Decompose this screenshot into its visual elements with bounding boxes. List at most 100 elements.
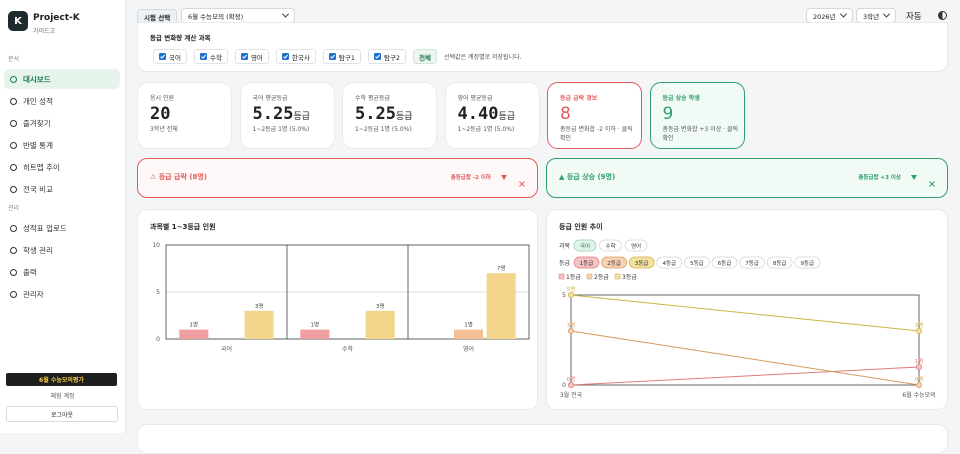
stat-card: 영어 평균등급 4.40등급 1~2등급 1명 (5.0%): [444, 82, 540, 149]
subject-checkbox[interactable]: 영어: [234, 49, 269, 64]
nav-label: 대시보드: [23, 74, 51, 84]
nav-item[interactable]: 즐겨찾기: [4, 113, 120, 133]
nav-item[interactable]: 전국 비교: [4, 179, 120, 199]
stat-value: 5.25등급: [355, 104, 413, 124]
y-tick-label: 0: [562, 382, 566, 389]
pill-bg: [599, 239, 622, 252]
x-tick-label: 영어: [463, 345, 474, 353]
legend-swatch: [614, 273, 621, 280]
sidebar: K Project-K 가이드고 6월 수능모의평가 체험 계정 로그아웃 분석…: [0, 0, 126, 433]
stat-number: 5.25: [252, 104, 294, 124]
stat-number: 8: [560, 104, 571, 124]
bar-value-label: 3명: [255, 303, 264, 310]
theme-icon[interactable]: [938, 11, 947, 20]
pill-label: 7등급: [745, 260, 759, 267]
nav-icon: [10, 97, 17, 105]
stat-label: 국어 평균등급: [252, 95, 288, 102]
checkbox-label: 탐구2: [383, 53, 401, 62]
pill-bg: [684, 256, 710, 269]
pill-bg: [573, 256, 600, 269]
chart-card: 과목별 1~3등급 인원 0 5 10 국어 수학 영어 1명 1명 1명 3명 3명 7명: [137, 209, 538, 410]
grade-pill[interactable]: 5등급: [684, 256, 710, 269]
alert-bar[interactable]: ⚠ 등급 급락 (8명) 총등급합 -2 이하: [137, 158, 538, 198]
app-name: Project-K: [33, 13, 80, 23]
grade-pill[interactable]: 9등급: [794, 256, 821, 269]
nav-icon: [10, 246, 17, 254]
stat-value: 4.40등급: [458, 104, 516, 124]
chart-title: 과목별 1~3등급 인원: [150, 222, 216, 231]
stat-label: 응시 인원: [150, 95, 174, 102]
pill-bg: [628, 256, 655, 269]
subject-pill[interactable]: 수학: [599, 239, 622, 252]
bar: [453, 329, 484, 339]
stat-number: 4.40: [457, 104, 499, 124]
subject-checkbox[interactable]: 수학: [193, 49, 228, 64]
nav-label: 즐겨찾기: [23, 118, 51, 128]
subject-checkbox[interactable]: 탐구2: [367, 49, 407, 64]
grade-pill[interactable]: 2등급: [601, 256, 627, 269]
pill-bg: [794, 256, 821, 269]
nav-item[interactable]: 개인 성적: [4, 91, 120, 111]
grade-pill[interactable]: 8등급: [766, 256, 793, 269]
section-title: 관리: [8, 205, 20, 212]
stat-sub: 1~2등급 1명 (5.0%): [355, 126, 412, 133]
bar: [244, 310, 274, 339]
grade-pill[interactable]: 3등급: [628, 256, 655, 269]
alert-criterion: 총등급합 -2 이하: [450, 175, 491, 181]
close-icon[interactable]: [518, 173, 526, 187]
grade-select[interactable]: 3학년: [856, 8, 896, 23]
logout-button[interactable]: 로그아웃: [6, 406, 118, 422]
expand-icon[interactable]: [501, 175, 507, 180]
chart-card: 등급 인원 추이 과목 국어 수학 영어 등급 1등급 2등급 3등급 4등급 5등급 6등급 7등급 8…: [546, 209, 948, 410]
theme-toggle[interactable]: 자동: [906, 12, 922, 22]
stat-unit: 등급: [395, 112, 413, 122]
subject-pill[interactable]: 국어: [573, 239, 597, 252]
page: K Project-K 가이드고 6월 수능모의평가 체험 계정 로그아웃 분석…: [0, 0, 960, 433]
subject-checkbox[interactable]: 한국사: [275, 49, 316, 64]
checkbox-label: 한국사: [291, 53, 310, 62]
point: [567, 292, 574, 299]
subject-checkbox[interactable]: 탐구1: [322, 49, 361, 64]
nav-label: 전국 비교: [23, 184, 53, 194]
alert-bar[interactable]: ▲ 등급 상승 (9명) 총등급합 +3 이상: [546, 158, 948, 198]
subject-pill[interactable]: 영어: [624, 239, 648, 252]
pill-label: 수학: [605, 242, 615, 250]
expand-icon[interactable]: [911, 175, 917, 180]
exam-select[interactable]: 6월 수능모의 (확정): [181, 8, 295, 23]
stat-label: 등급 급락 경보: [560, 95, 598, 102]
nav-item[interactable]: 관리자: [4, 284, 120, 304]
pill-bg: [711, 256, 738, 269]
pill-bg: [739, 256, 765, 269]
nav-item[interactable]: 대시보드: [4, 69, 120, 89]
nav-item[interactable]: 반별 통계: [4, 135, 120, 155]
bar-value-label: 1명: [190, 322, 199, 329]
subject-checkbox[interactable]: 국어: [153, 49, 187, 64]
pill-bg: [624, 239, 648, 252]
grade-pill[interactable]: 7등급: [739, 256, 765, 269]
point-label: 0명: [567, 376, 576, 383]
nav-item[interactable]: 학생 관리: [4, 240, 120, 260]
stat-card[interactable]: 등급 급락 경보 8 총등급 변화합 -2 이하 · 클릭 확인: [547, 82, 642, 149]
checkbox: [159, 53, 166, 60]
checkbox-label: 영어: [250, 53, 263, 62]
stat-card[interactable]: 등급 상승 학생 9 총등급 변화합 +3 이상 · 클릭 확인: [649, 82, 745, 149]
nav-label: 성적표 업로드: [23, 223, 67, 233]
close-icon[interactable]: [928, 173, 936, 187]
point: [567, 381, 574, 388]
nav-item[interactable]: 출력: [4, 262, 120, 282]
nav-item[interactable]: 히트맵 추이: [4, 157, 120, 177]
nav-item[interactable]: 성적표 업로드: [4, 218, 120, 238]
year-select[interactable]: 2026년: [806, 8, 853, 23]
grade-pill[interactable]: 1등급: [573, 256, 600, 269]
grade-pill[interactable]: 6등급: [711, 256, 738, 269]
stat-value: 5.25등급: [253, 104, 311, 124]
pill-bg: [601, 256, 627, 269]
legend-label: 1등급: [566, 274, 581, 281]
stat-sub: 3학년 전체: [150, 126, 178, 133]
stat-card: 수학 평균등급 5.25등급 1~2등급 1명 (5.0%): [342, 82, 437, 149]
chart-title: 등급 인원 추이: [559, 222, 603, 231]
nav-label: 출력: [23, 267, 37, 277]
select-all[interactable]: 전체: [413, 49, 438, 64]
bar: [179, 329, 209, 339]
grade-pill[interactable]: 4등급: [656, 256, 683, 269]
